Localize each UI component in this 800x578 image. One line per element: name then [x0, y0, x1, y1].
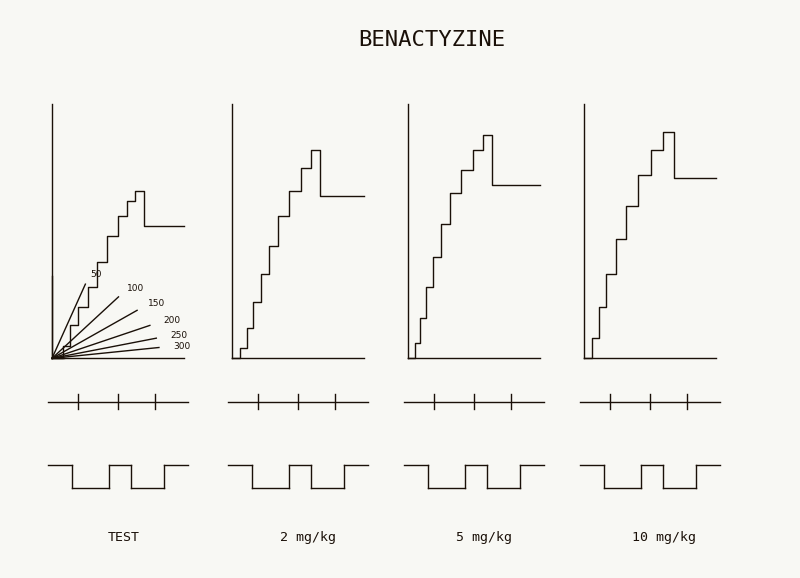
Text: 5 mg/kg: 5 mg/kg — [456, 531, 512, 544]
Text: 2 mg/kg: 2 mg/kg — [280, 531, 336, 544]
Text: TEST: TEST — [108, 531, 140, 544]
Text: 300: 300 — [174, 342, 190, 350]
Text: 50: 50 — [90, 270, 102, 279]
Text: 250: 250 — [170, 331, 187, 340]
Text: 150: 150 — [149, 299, 166, 309]
Text: 100: 100 — [127, 284, 145, 293]
Text: 10 mg/kg: 10 mg/kg — [632, 531, 696, 544]
Text: 200: 200 — [163, 317, 180, 325]
Text: BENACTYZINE: BENACTYZINE — [358, 31, 506, 50]
